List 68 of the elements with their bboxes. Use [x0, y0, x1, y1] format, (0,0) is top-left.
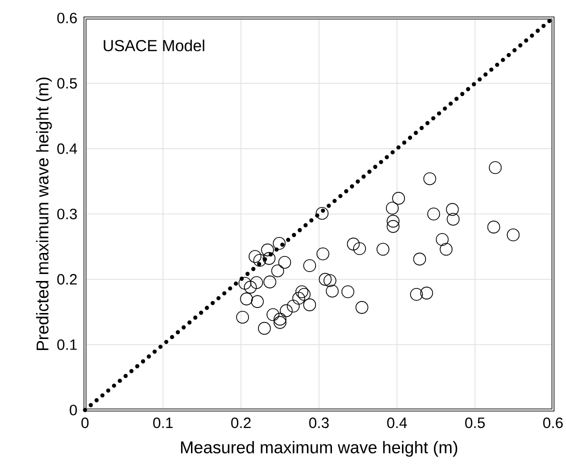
point	[272, 237, 286, 250]
point	[353, 242, 366, 256]
point	[341, 285, 354, 298]
point	[295, 285, 308, 298]
y-tick-label: 0.2	[57, 274, 77, 285]
point	[280, 304, 293, 318]
point	[303, 259, 316, 272]
y-tick-label: 0	[70, 404, 77, 416]
point	[423, 172, 436, 186]
y-tick-label: 0.6	[57, 12, 77, 24]
point	[263, 276, 276, 288]
point	[487, 220, 500, 234]
point	[326, 284, 339, 298]
x-tick-label: 0.2	[231, 418, 251, 428]
point	[266, 308, 280, 322]
point	[250, 276, 263, 289]
point	[271, 264, 284, 278]
point	[427, 208, 440, 220]
y-tick-label: 0.4	[57, 143, 78, 154]
point	[386, 214, 400, 228]
annotation: USACE Model	[104, 40, 204, 52]
point	[298, 288, 311, 301]
point	[238, 276, 252, 290]
point	[248, 250, 262, 263]
x-tick-label: 0.6	[543, 418, 563, 428]
point	[286, 300, 300, 313]
x-tick-label: 0.1	[153, 418, 173, 428]
point	[413, 252, 426, 266]
point	[446, 212, 460, 226]
point	[262, 252, 276, 265]
point	[386, 220, 400, 233]
point	[410, 288, 423, 301]
point	[316, 247, 330, 260]
x-tick-label: 0.4	[387, 418, 407, 428]
point	[436, 233, 449, 246]
point	[261, 244, 274, 256]
point	[236, 310, 249, 324]
y-axis-title: Predicted maximum wave height (m)	[36, 78, 52, 350]
point	[386, 202, 399, 215]
y-tick-label: 0.5	[57, 78, 77, 89]
point	[244, 280, 257, 294]
point	[274, 316, 286, 329]
x-axis-title: Measured maximum wave height (m)	[181, 440, 458, 457]
point	[420, 286, 434, 300]
point	[278, 256, 292, 269]
x-tick-label: 0	[81, 418, 89, 428]
point	[488, 161, 502, 174]
point	[376, 242, 390, 256]
point	[446, 203, 459, 216]
point	[303, 298, 316, 312]
point	[324, 274, 336, 288]
point	[258, 322, 271, 335]
point	[318, 272, 332, 286]
point	[292, 292, 306, 305]
y-tick-label: 0.1	[57, 339, 77, 350]
point	[440, 242, 453, 256]
point	[274, 312, 286, 326]
point	[253, 254, 266, 267]
point	[506, 228, 520, 242]
point	[250, 295, 264, 308]
x-tick-label: 0.3	[309, 418, 329, 428]
point	[346, 238, 360, 250]
x-tick-label: 0.5	[465, 418, 485, 428]
point	[356, 301, 368, 314]
point	[240, 292, 253, 306]
point	[316, 206, 329, 220]
y-tick-label: 0.3	[57, 208, 77, 220]
point	[392, 192, 405, 205]
